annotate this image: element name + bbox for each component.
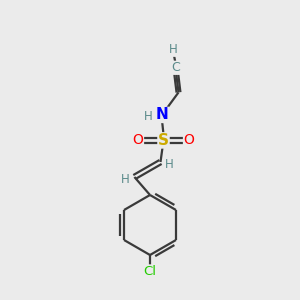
Text: O: O (133, 134, 143, 147)
Text: S: S (158, 133, 169, 148)
Text: Cl: Cl (143, 265, 157, 278)
Text: N: N (156, 107, 168, 122)
Text: H: H (169, 43, 178, 56)
Text: H: H (121, 173, 130, 186)
Text: H: H (144, 110, 153, 123)
Text: H: H (165, 158, 174, 171)
Text: C: C (171, 61, 180, 74)
Text: O: O (184, 134, 194, 147)
